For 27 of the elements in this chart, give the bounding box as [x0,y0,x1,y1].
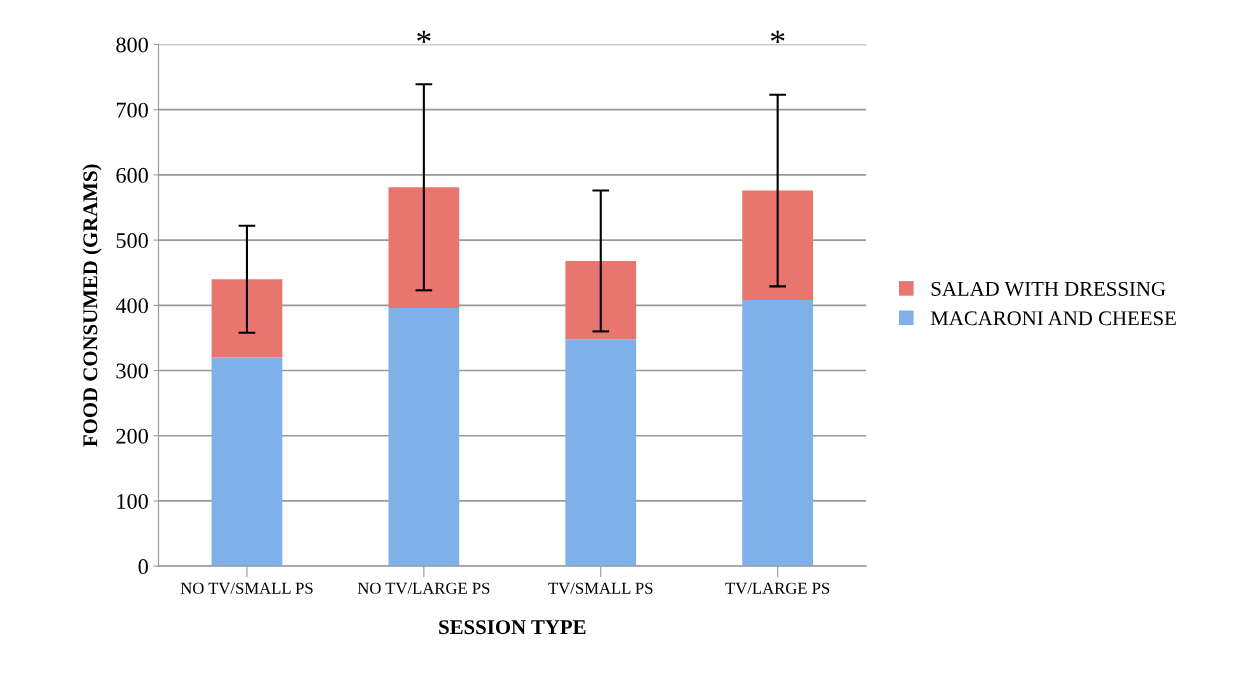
x-tick-label: NO TV/LARGE PS [357,582,490,594]
bar [742,300,814,567]
bar [388,187,460,308]
x-axis-title: SESSION TYPE [439,620,586,635]
text: * [770,30,785,43]
y-tick-label: 600 [116,167,148,183]
y-tick-label: 800 [116,37,148,53]
y-tick-label: 700 [116,102,148,118]
x-tick-label: TV/LARGE PS [725,582,830,594]
bar [565,260,637,340]
bar [742,190,814,301]
x-tick-label: NO TV/SMALL PS [180,582,313,594]
y-tick-label: 200 [116,428,148,444]
bar [211,279,283,358]
y-tick-label: 400 [115,298,148,314]
bar [565,339,637,567]
text: * [417,30,431,43]
y-tick-label: 300 [116,363,148,379]
legend-label: MACARONI AND CHEESE [930,311,1176,326]
y-tick-label: 500 [116,233,148,249]
y-tick-label: 100 [117,493,148,509]
y-tick-label: 0 [138,559,148,575]
bar [388,307,460,567]
x-tick-label: TV/SMALL PS [548,582,653,594]
legend-label: SALAD WITH DRESSING [931,281,1166,296]
y-axis-title: FOOD CONSUMED (GRAMS) [82,164,102,447]
bar [211,357,283,567]
